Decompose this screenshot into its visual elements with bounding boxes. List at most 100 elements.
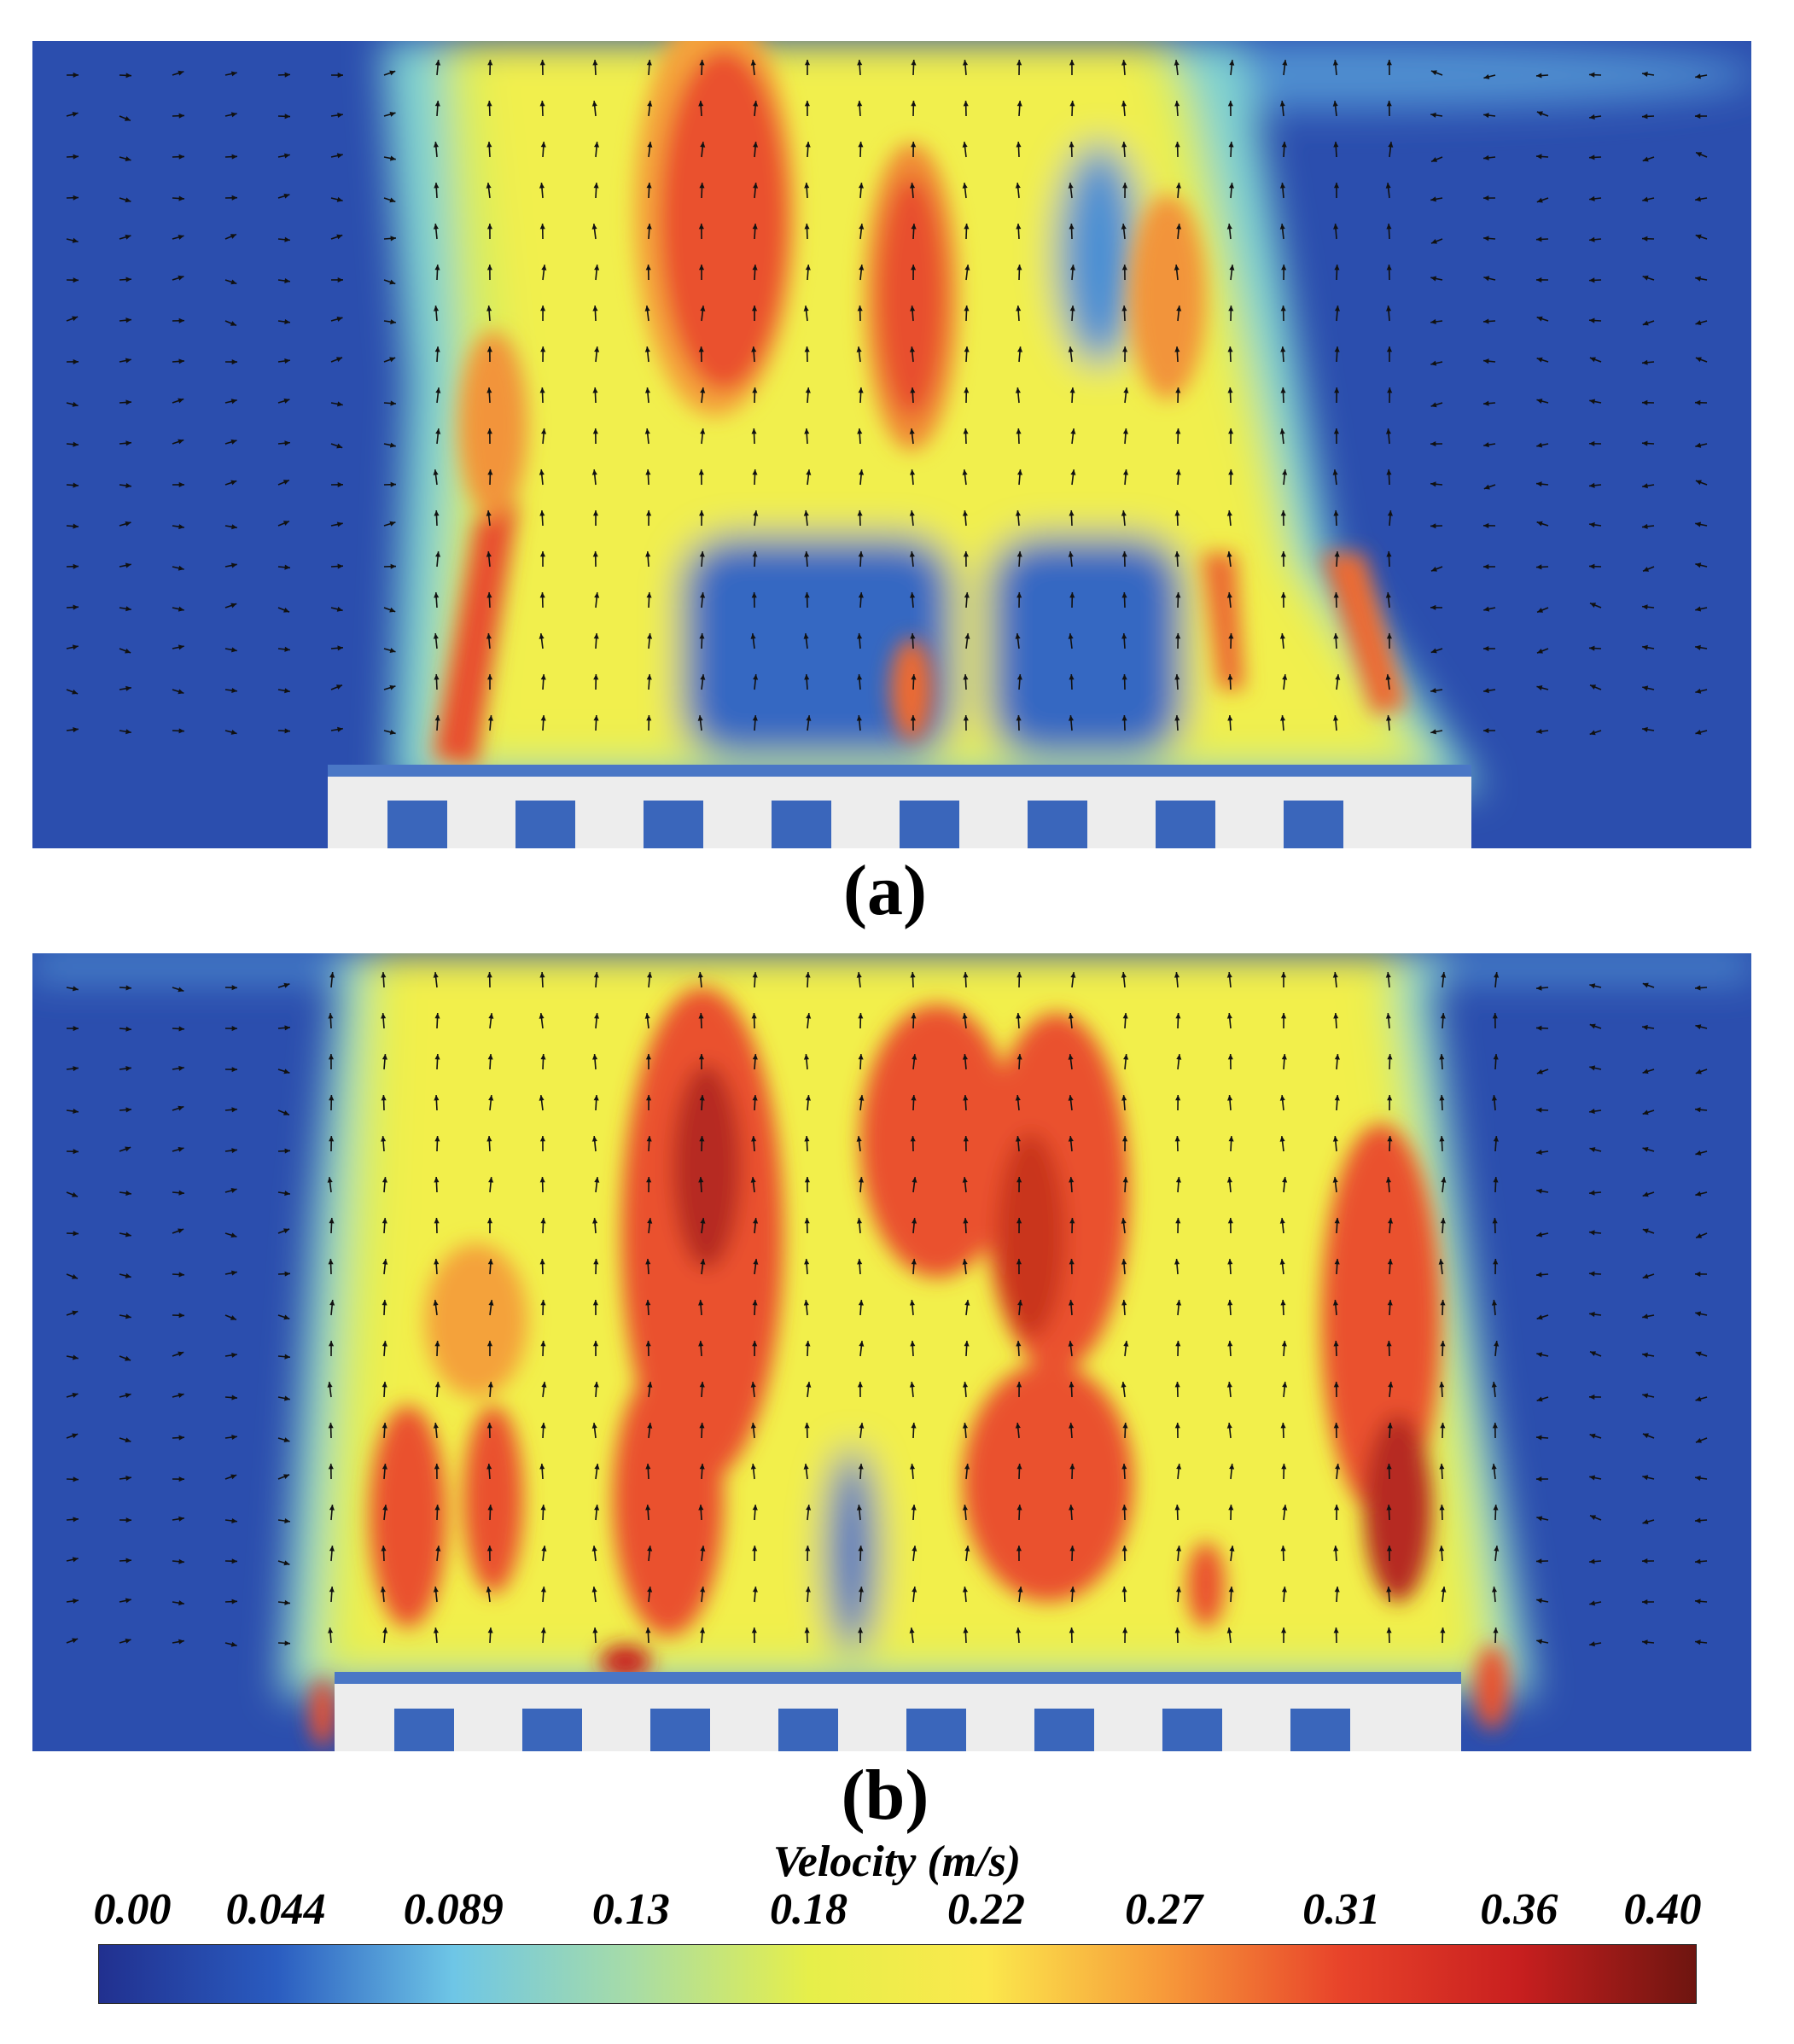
- velocity-vector-arrowhead: [911, 60, 917, 66]
- velocity-vector-arrowhead: [539, 1259, 545, 1265]
- velocity-vector-arrowhead: [1430, 70, 1437, 76]
- velocity-vector-arrowhead: [1174, 674, 1180, 680]
- velocity-vector-arrowhead: [1334, 1218, 1340, 1224]
- velocity-vector-arrowhead: [1483, 154, 1489, 160]
- velocity-vector-arrowhead: [73, 1149, 79, 1155]
- velocity-vector-arrowhead: [329, 1095, 335, 1101]
- velocity-vector-arrowhead: [698, 1505, 704, 1511]
- velocity-vector-arrowhead: [805, 972, 811, 978]
- velocity-vector-arrowhead: [435, 428, 441, 434]
- velocity-vector-arrowhead: [1483, 522, 1489, 528]
- velocity-vector-arrowhead: [1334, 1587, 1340, 1593]
- velocity-vector-arrowhead: [593, 1259, 599, 1265]
- velocity-vector-arrowhead: [328, 1464, 334, 1470]
- velocity-vector-arrowhead: [1430, 567, 1437, 572]
- velocity-vector-arrowhead: [700, 1259, 706, 1265]
- velocity-vector-arrowhead: [1589, 277, 1595, 283]
- velocity-vector-arrowhead: [178, 481, 184, 487]
- velocity-vector-arrowhead: [857, 633, 863, 639]
- velocity-vector-arrowhead: [1385, 428, 1392, 434]
- velocity-vector-arrowhead: [1228, 633, 1234, 639]
- velocity-vector-arrowhead: [1174, 972, 1179, 978]
- velocity-vector-arrowhead: [283, 1069, 290, 1074]
- velocity-vector-arrowhead: [382, 1259, 388, 1265]
- velocity-vector-arrowhead: [592, 60, 598, 66]
- velocity-vector-arrowhead: [230, 1641, 237, 1647]
- velocity-vector-arrowhead: [1536, 1188, 1542, 1194]
- velocity-vector-arrowhead: [540, 1628, 546, 1633]
- velocity-vector-arrowhead: [1015, 183, 1021, 189]
- velocity-vector-arrowhead: [1439, 1054, 1445, 1060]
- velocity-vector-arrowhead: [1227, 387, 1233, 393]
- velocity-vector-arrowhead: [1695, 320, 1702, 325]
- velocity-vector-arrowhead: [1174, 142, 1180, 148]
- velocity-vector-arrowhead: [699, 1136, 705, 1142]
- velocity-vector-arrowhead: [1174, 60, 1179, 66]
- velocity-field-panel-b: [32, 953, 1751, 1751]
- velocity-vector-arrowhead: [329, 1218, 335, 1224]
- velocity-vector-arrowhead: [336, 153, 343, 159]
- velocity-vector-arrowhead: [1068, 1136, 1074, 1142]
- velocity-vector-arrowhead: [1069, 101, 1075, 107]
- velocity-vector-arrowhead: [1589, 154, 1595, 160]
- velocity-vector-arrowhead: [433, 142, 439, 148]
- velocity-vector-arrowhead: [1642, 1475, 1649, 1481]
- velocity-vector-arrowhead: [699, 1095, 705, 1101]
- velocity-vector-arrowhead: [805, 1546, 811, 1552]
- velocity-vector-arrowhead: [73, 1231, 79, 1237]
- velocity-vector-arrowhead: [1695, 606, 1702, 612]
- velocity-vector-arrowhead: [1280, 1546, 1286, 1552]
- velocity-vector-arrowhead: [1386, 224, 1392, 230]
- velocity-vector-arrowhead: [699, 1423, 705, 1429]
- colorbar-tick-label: 0.31: [1302, 1885, 1381, 1934]
- velocity-vector-arrowhead: [1494, 1341, 1500, 1347]
- velocity-vector-arrowhead: [1069, 265, 1075, 271]
- velocity-vector-arrowhead: [1537, 608, 1544, 613]
- velocity-vector-arrowhead: [804, 346, 810, 352]
- velocity-vector-arrowhead: [283, 1474, 290, 1480]
- velocity-vector-arrowhead: [1695, 688, 1702, 694]
- velocity-vector-arrowhead: [125, 399, 131, 405]
- velocity-vector-arrowhead: [591, 101, 597, 107]
- velocity-vector-arrowhead: [1536, 1352, 1543, 1358]
- velocity-vector-arrowhead: [486, 674, 493, 680]
- velocity-vector-arrowhead: [698, 101, 704, 107]
- velocity-vector-arrowhead: [1281, 1341, 1287, 1347]
- velocity-vector-arrowhead: [1642, 114, 1648, 119]
- velocity-vector-arrowhead: [1536, 521, 1543, 527]
- velocity-vector-arrowhead: [382, 1505, 388, 1511]
- colorbar-tick-label: 0.13: [591, 1885, 670, 1934]
- velocity-vector-arrowhead: [433, 1628, 439, 1633]
- velocity-vector-arrowhead: [486, 1136, 492, 1142]
- velocity-vector-arrowhead: [964, 1300, 970, 1306]
- velocity-vector-arrowhead: [592, 1218, 598, 1224]
- velocity-vector-arrowhead: [1334, 1259, 1340, 1265]
- velocity-vector-arrowhead: [1385, 715, 1392, 721]
- velocity-vector-arrowhead: [336, 606, 343, 612]
- velocity-vector-arrowhead: [1069, 592, 1075, 598]
- velocity-vector-arrowhead: [698, 469, 704, 475]
- velocity-vector-arrowhead: [1174, 715, 1180, 721]
- velocity-vector-arrowhead: [1642, 1519, 1649, 1525]
- velocity-vector-arrowhead: [125, 648, 131, 654]
- velocity-vector-arrowhead: [1589, 482, 1595, 488]
- velocity-vector-arrowhead: [1229, 60, 1235, 66]
- velocity-vector-arrowhead: [284, 1025, 290, 1031]
- velocity-vector-arrowhead: [1334, 551, 1340, 557]
- velocity-vector-arrowhead: [594, 1013, 600, 1019]
- velocity-vector-arrowhead: [1069, 1628, 1075, 1633]
- velocity-vector-arrowhead: [698, 1054, 705, 1060]
- velocity-vector-arrowhead: [1121, 592, 1127, 598]
- velocity-vector-arrowhead: [1015, 1136, 1022, 1142]
- velocity-vector-arrowhead: [488, 1300, 494, 1306]
- velocity-vector-arrowhead: [390, 400, 396, 406]
- velocity-vector-arrowhead: [646, 60, 652, 66]
- velocity-vector-arrowhead: [539, 510, 545, 516]
- velocity-vector-arrowhead: [753, 674, 759, 680]
- velocity-vector-arrowhead: [1227, 715, 1233, 721]
- velocity-vector-arrowhead: [804, 101, 810, 107]
- velocity-vector-arrowhead: [1642, 440, 1648, 446]
- velocity-vector-arrowhead: [433, 1423, 439, 1429]
- velocity-vector-arrowhead: [1121, 306, 1127, 312]
- velocity-vector-arrowhead: [1068, 715, 1075, 721]
